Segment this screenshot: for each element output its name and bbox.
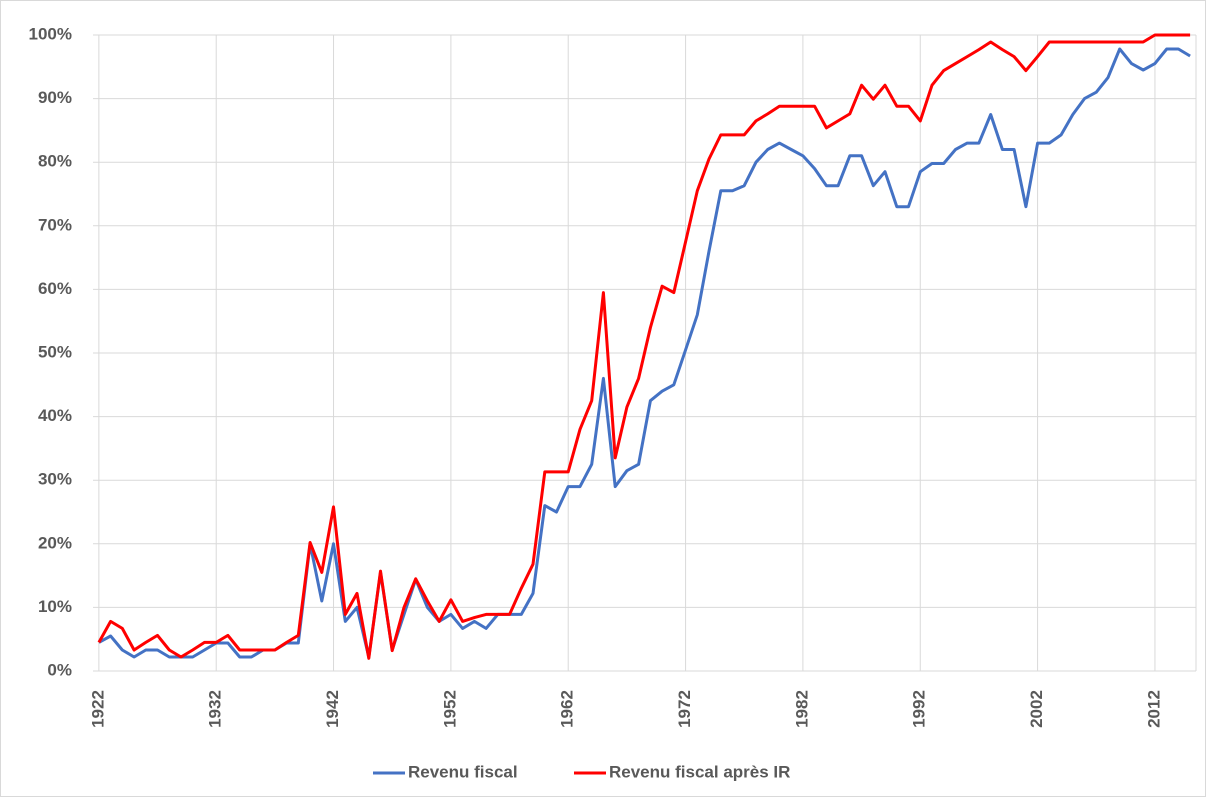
x-tick-label: 2002 (1027, 690, 1046, 728)
y-tick-label: 100% (29, 24, 72, 43)
y-tick-label: 80% (38, 152, 72, 171)
y-tick-label: 0% (47, 660, 72, 679)
y-tick-label: 90% (38, 88, 72, 107)
x-tick-label: 1982 (792, 690, 811, 728)
x-tick-label: 1922 (88, 690, 107, 728)
x-tick-label: 2012 (1144, 690, 1163, 728)
x-tick-label: 1962 (558, 690, 577, 728)
y-tick-label: 40% (38, 406, 72, 425)
y-tick-label: 30% (38, 470, 72, 489)
y-tick-label: 10% (38, 597, 72, 616)
y-tick-label: 50% (38, 342, 72, 361)
y-tick-label: 20% (38, 533, 72, 552)
x-tick-label: 1952 (440, 690, 459, 728)
legend-label: Revenu fiscal (408, 762, 518, 781)
series-line (97, 33, 1191, 660)
x-tick-label: 1992 (910, 690, 929, 728)
x-tick-label: 1932 (206, 690, 225, 728)
legend-label: Revenu fiscal après IR (609, 762, 790, 781)
x-tick-label: 1972 (675, 690, 694, 728)
x-tick-label: 1942 (323, 690, 342, 728)
y-tick-label: 60% (38, 279, 72, 298)
y-tick-label: 70% (38, 215, 72, 234)
